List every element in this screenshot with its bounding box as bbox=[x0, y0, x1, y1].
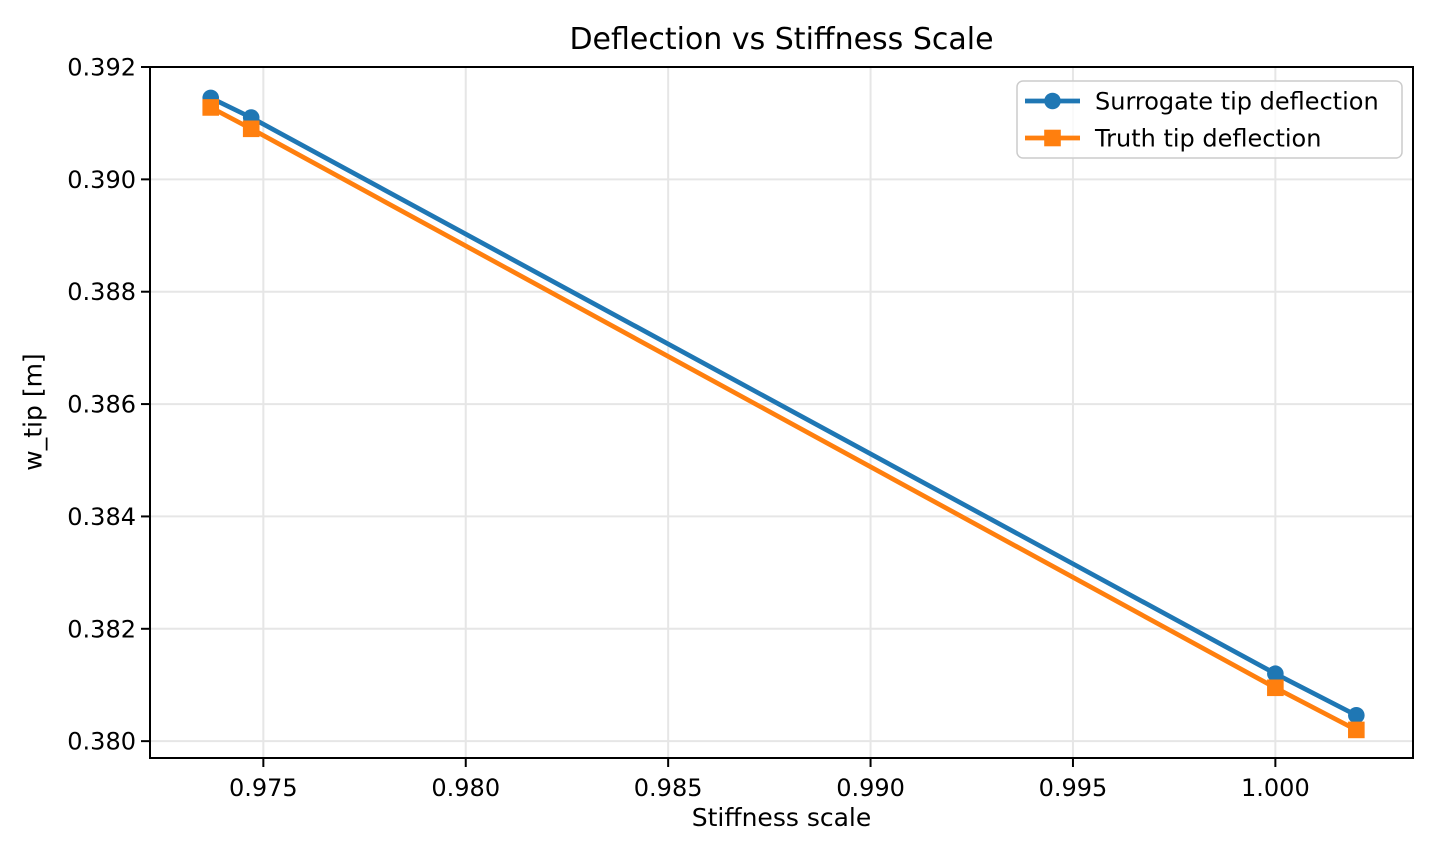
data-point-marker bbox=[1267, 679, 1284, 697]
legend-entry-label: Surrogate tip deflection bbox=[1095, 88, 1379, 116]
series-line-0 bbox=[209, 95, 1358, 718]
y-tick-label: 0.384 bbox=[67, 503, 136, 531]
y-axis-label: w_tip [m] bbox=[18, 353, 48, 471]
legend-entry-label: Truth tip deflection bbox=[1094, 125, 1321, 153]
x-tick-label: 0.990 bbox=[836, 774, 905, 802]
legend-circle-marker-icon bbox=[1044, 92, 1061, 110]
y-tick-label: 0.392 bbox=[67, 54, 136, 82]
y-tick-label: 0.386 bbox=[67, 391, 136, 419]
x-tick-label: 0.975 bbox=[229, 774, 298, 802]
y-tick-label: 0.388 bbox=[67, 278, 136, 306]
chart-title: Deflection vs Stiffness Scale bbox=[569, 22, 994, 57]
y-tick-label: 0.382 bbox=[67, 615, 136, 643]
x-tick-label: 1.000 bbox=[1241, 774, 1310, 802]
x-tick-label: 0.980 bbox=[431, 774, 500, 802]
x-axis-label: Stiffness scale bbox=[691, 803, 872, 832]
data-point-marker bbox=[1267, 665, 1284, 683]
data-point-marker bbox=[242, 120, 260, 138]
y-tick-label: 0.390 bbox=[67, 166, 136, 194]
x-tick-label: 0.985 bbox=[634, 774, 703, 802]
data-point-marker bbox=[1348, 721, 1365, 739]
y-tick-label: 0.380 bbox=[67, 728, 136, 756]
legend: Surrogate tip deflection Truth tip deflec… bbox=[1016, 80, 1403, 159]
legend-box bbox=[1016, 80, 1403, 159]
data-point-marker bbox=[202, 99, 220, 116]
series-line-1 bbox=[209, 105, 1358, 732]
data-point-marker bbox=[1348, 707, 1365, 724]
plot-border bbox=[149, 66, 1414, 759]
x-tick-label: 0.995 bbox=[1039, 774, 1108, 802]
legend-square-marker-icon bbox=[1044, 129, 1061, 147]
